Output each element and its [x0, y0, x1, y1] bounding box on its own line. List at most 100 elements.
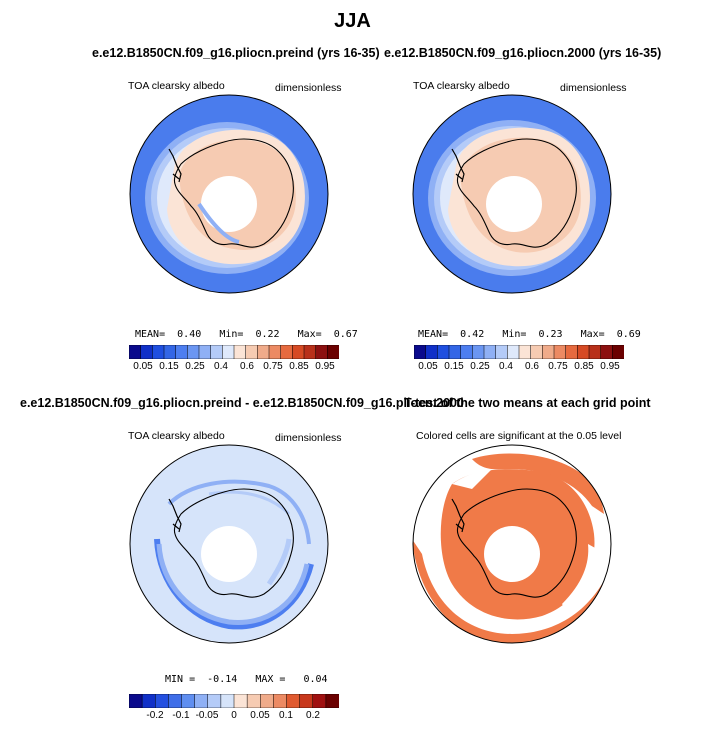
cb1-tick: 0.15: [159, 361, 179, 372]
panel2-colorbar-ticks: 0.05 0.15 0.25 0.4 0.6 0.75 0.85 0.95: [414, 361, 624, 375]
polar-hole: [484, 526, 540, 582]
figure-title: JJA: [334, 10, 371, 32]
colorbar-swatch: [299, 694, 314, 708]
colorbar-swatch: [257, 345, 270, 359]
colorbar-swatch: [472, 345, 485, 359]
panel2-mean: 0.42: [460, 329, 485, 340]
colorbar-swatch: [155, 694, 169, 708]
colorbar-swatch: [194, 694, 209, 708]
panel1-max: 0.67: [333, 329, 358, 340]
cb1-tick: 0.85: [289, 361, 309, 372]
antarctica-coastline: [173, 488, 294, 598]
antarctica-coastline: [173, 138, 294, 248]
colorbar-swatch: [163, 345, 177, 359]
panel1-stats: MEAN= 0.40 Min= 0.22 Max= 0.67: [135, 329, 358, 340]
map-border: [412, 94, 612, 294]
colorbar-swatch: [286, 694, 301, 708]
panel2-max: 0.69: [616, 329, 641, 340]
map-border: [412, 444, 612, 644]
cb2-tick: 0.15: [444, 361, 464, 372]
colorbar-swatch: [246, 694, 261, 708]
colorbar-swatch: [553, 345, 567, 359]
colorbar-swatch: [207, 694, 222, 708]
panel3-case-title: e.e12.B1850CN.f09_g16.pliocn.preind - e.…: [20, 396, 464, 410]
colorbar-swatch: [168, 694, 183, 708]
colorbar-swatch: [233, 345, 247, 359]
colorbar-swatch: [448, 345, 462, 359]
panel3-variable: TOA clearsky albedo: [128, 430, 225, 442]
colorbar-swatch: [507, 345, 520, 359]
colorbar-swatch: [187, 345, 200, 359]
colorbar-swatch: [327, 345, 339, 359]
antarctica-coastline: [456, 488, 577, 598]
colorbar-swatch: [577, 345, 590, 359]
cb3-tick: -0.05: [195, 710, 219, 721]
panel4-title: T-test of the two means at each grid poi…: [404, 396, 651, 410]
colorbar-swatch: [303, 345, 317, 359]
colorbar-swatch: [129, 345, 142, 359]
colorbar-swatch: [542, 345, 555, 359]
colorbar-swatch: [198, 345, 212, 359]
panel2-map: [412, 94, 612, 294]
cb1-tick: 0.05: [133, 361, 153, 372]
colorbar-swatch: [292, 345, 305, 359]
cb3-tick: 0.2: [306, 710, 320, 721]
panel1-variable: TOA clearsky albedo: [128, 80, 225, 92]
polar-hole: [201, 526, 257, 582]
colorbar-swatch: [612, 345, 624, 359]
cb2-tick: 0.6: [525, 361, 539, 372]
panel4-map: [412, 444, 612, 644]
panel2-colorbar: [414, 345, 624, 359]
colorbar-swatch: [140, 345, 153, 359]
colorbar-swatch: [565, 345, 578, 359]
panel3-colorbar-ticks: -0.2 -0.1 -0.05 0 0.05 0.1 0.2: [129, 710, 339, 724]
cb3-tick: 0.05: [250, 710, 270, 721]
panel3-units: dimensionless: [275, 432, 342, 444]
panel2-min: 0.23: [538, 329, 563, 340]
colorbar-swatch: [518, 345, 532, 359]
colorbar-swatch: [129, 694, 143, 708]
panel1-units: dimensionless: [275, 82, 342, 94]
colorbar-swatch: [588, 345, 602, 359]
colorbar-swatch: [273, 694, 288, 708]
colorbar-swatch: [530, 345, 543, 359]
colorbar-swatch: [233, 694, 248, 708]
colorbar-swatch: [152, 345, 165, 359]
colorbar-swatch: [437, 345, 450, 359]
cb3-tick: -0.2: [146, 710, 164, 721]
cb2-tick: 0.4: [499, 361, 513, 372]
panel1-colorbar: [129, 345, 339, 359]
cb2-tick: 0.95: [600, 361, 620, 372]
peninsula-coastline: [168, 148, 182, 183]
antarctica-coastline: [456, 138, 577, 248]
colorbar-swatch: [460, 345, 473, 359]
cb3-tick: 0.1: [279, 710, 293, 721]
colorbar-swatch: [141, 694, 156, 708]
panel3-map: [129, 444, 329, 644]
panel2-variable: TOA clearsky albedo: [413, 80, 510, 92]
cb2-tick: 0.25: [470, 361, 490, 372]
cb3-tick: -0.1: [172, 710, 190, 721]
panel4-subtitle: Colored cells are significant at the 0.0…: [416, 430, 622, 442]
colorbar-swatch: [175, 345, 188, 359]
cb3-tick: 0: [231, 710, 237, 721]
colorbar-swatch: [414, 345, 427, 359]
cb2-tick: 0.05: [418, 361, 438, 372]
cb1-tick: 0.95: [315, 361, 335, 372]
colorbar-swatch: [245, 345, 258, 359]
cb2-tick: 0.75: [548, 361, 568, 372]
colorbar-swatch: [181, 694, 196, 708]
colorbar-swatch: [260, 694, 274, 708]
cb1-tick: 0.4: [214, 361, 228, 372]
colorbar-swatch: [600, 345, 613, 359]
map-border: [129, 94, 329, 294]
panel3-max: 0.04: [303, 674, 328, 685]
panel3-stats: MIN = -0.14 MAX = 0.04: [165, 674, 328, 685]
colorbar-swatch: [210, 345, 223, 359]
panel1-case-title: e.e12.B1850CN.f09_g16.pliocn.preind (yrs…: [92, 46, 380, 60]
panel1-min: 0.22: [255, 329, 280, 340]
colorbar-swatch: [495, 345, 508, 359]
colorbar-swatch: [268, 345, 282, 359]
peninsula-coastline: [451, 498, 465, 533]
panel3-colorbar: [129, 694, 339, 708]
